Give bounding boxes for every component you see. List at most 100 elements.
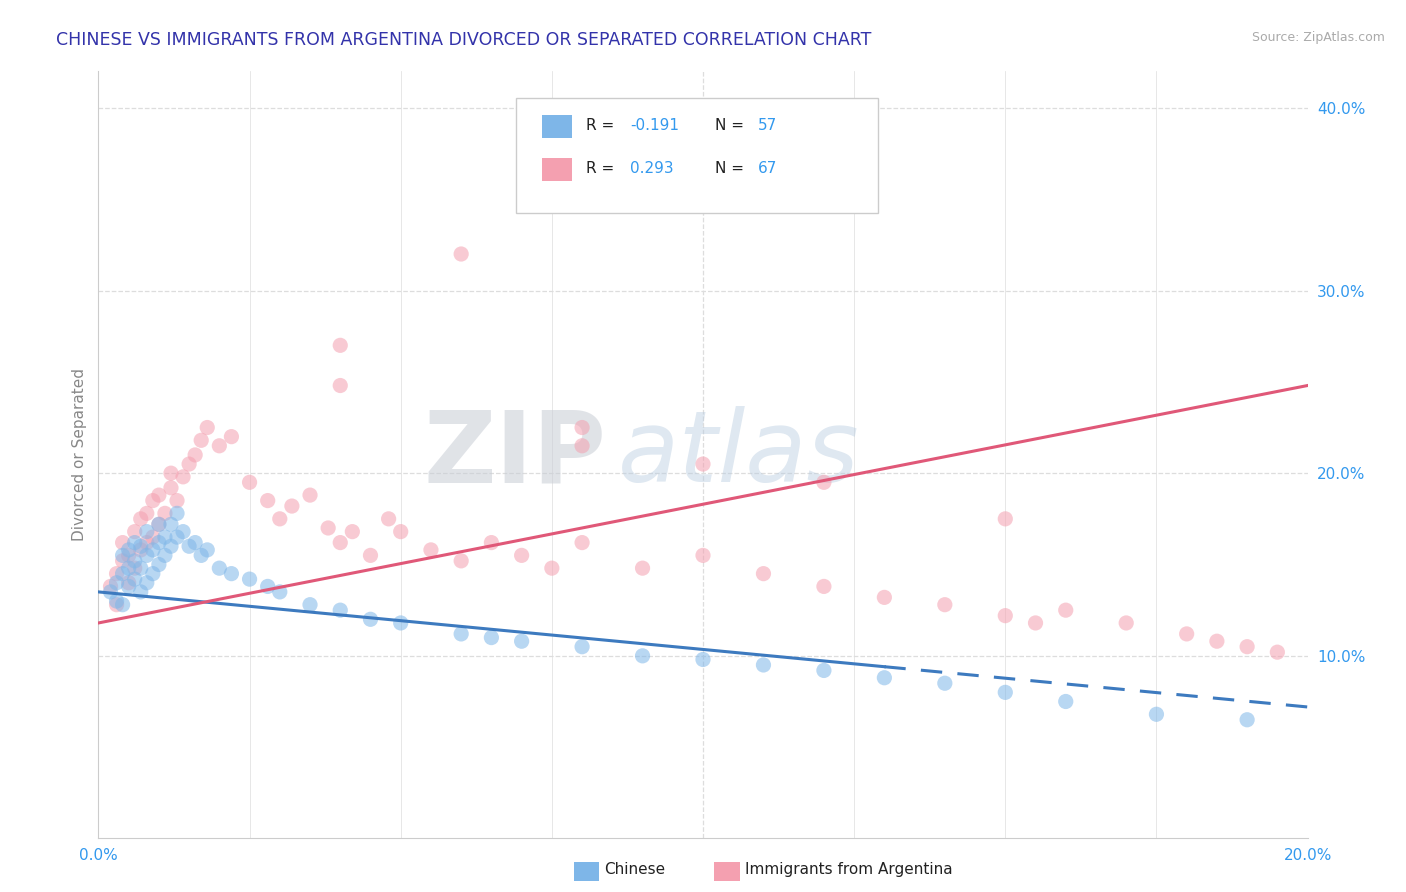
Point	[172, 470, 194, 484]
Point	[692, 457, 714, 471]
Point	[208, 439, 231, 453]
Point	[269, 585, 291, 599]
Point	[166, 493, 188, 508]
Point	[153, 530, 176, 544]
Point	[160, 517, 183, 532]
Point	[1115, 615, 1137, 630]
Point	[160, 539, 183, 553]
Point	[142, 493, 165, 508]
Point	[360, 549, 382, 563]
Point	[221, 430, 243, 444]
Point	[148, 558, 170, 572]
Point	[1144, 707, 1167, 722]
Point	[142, 566, 165, 581]
Point	[124, 561, 146, 575]
Point	[160, 466, 183, 480]
Point	[281, 499, 304, 513]
Point	[1024, 615, 1046, 630]
Point	[166, 507, 188, 521]
Point	[934, 598, 956, 612]
Point	[813, 475, 835, 490]
Point	[142, 542, 165, 557]
Point	[129, 561, 152, 575]
Point	[571, 535, 593, 549]
Point	[129, 539, 152, 553]
Point	[129, 585, 152, 599]
Point	[450, 627, 472, 641]
Point	[269, 512, 291, 526]
Point	[111, 598, 134, 612]
Point	[148, 488, 170, 502]
Text: Source: ZipAtlas.com: Source: ZipAtlas.com	[1251, 31, 1385, 45]
Point	[1206, 634, 1229, 648]
Point	[1236, 713, 1258, 727]
Text: 0.293: 0.293	[630, 161, 673, 177]
Point	[873, 591, 896, 605]
Point	[129, 512, 152, 526]
Point	[571, 420, 593, 434]
Point	[153, 507, 176, 521]
Point	[510, 549, 533, 563]
Text: 57: 57	[758, 119, 776, 133]
Point	[571, 439, 593, 453]
Point	[100, 579, 122, 593]
Point	[179, 539, 201, 553]
Point	[994, 608, 1017, 623]
Point	[450, 554, 472, 568]
Point	[1175, 627, 1198, 641]
Point	[631, 648, 654, 663]
Point	[813, 664, 835, 678]
Point	[360, 612, 382, 626]
Y-axis label: Divorced or Separated: Divorced or Separated	[72, 368, 87, 541]
Text: N =: N =	[716, 119, 744, 133]
Point	[692, 652, 714, 666]
Point	[105, 575, 128, 590]
Point	[195, 420, 218, 434]
Point	[124, 572, 146, 586]
Point	[190, 434, 212, 448]
Point	[692, 549, 714, 563]
Point	[118, 542, 141, 557]
Point	[342, 524, 364, 539]
Point	[111, 566, 134, 581]
Point	[105, 566, 128, 581]
Point	[994, 685, 1017, 699]
Point	[124, 524, 146, 539]
Point	[540, 561, 562, 575]
Point	[148, 517, 170, 532]
Text: Chinese: Chinese	[605, 863, 665, 877]
Point	[239, 572, 262, 586]
Point	[994, 512, 1017, 526]
Point	[124, 554, 146, 568]
Point	[195, 542, 218, 557]
Point	[316, 521, 339, 535]
Point	[118, 579, 141, 593]
Text: R =: R =	[586, 161, 614, 177]
Point	[105, 594, 128, 608]
Point	[172, 524, 194, 539]
Point	[389, 615, 412, 630]
Point	[299, 598, 322, 612]
Point	[481, 535, 503, 549]
Point	[934, 676, 956, 690]
Text: CHINESE VS IMMIGRANTS FROM ARGENTINA DIVORCED OR SEPARATED CORRELATION CHART: CHINESE VS IMMIGRANTS FROM ARGENTINA DIV…	[56, 31, 872, 49]
FancyBboxPatch shape	[516, 98, 879, 213]
Point	[510, 634, 533, 648]
Point	[752, 657, 775, 672]
Point	[329, 535, 352, 549]
Bar	[543, 158, 572, 181]
Point	[135, 549, 157, 563]
Text: -0.191: -0.191	[630, 119, 679, 133]
Point	[160, 481, 183, 495]
Point	[105, 598, 128, 612]
Point	[118, 549, 141, 563]
Point	[179, 457, 201, 471]
Point	[873, 671, 896, 685]
Point	[420, 542, 443, 557]
Point	[450, 247, 472, 261]
Point	[184, 535, 207, 549]
Text: ZIP: ZIP	[423, 407, 606, 503]
Point	[389, 524, 412, 539]
Point	[329, 338, 352, 352]
Point	[377, 512, 399, 526]
